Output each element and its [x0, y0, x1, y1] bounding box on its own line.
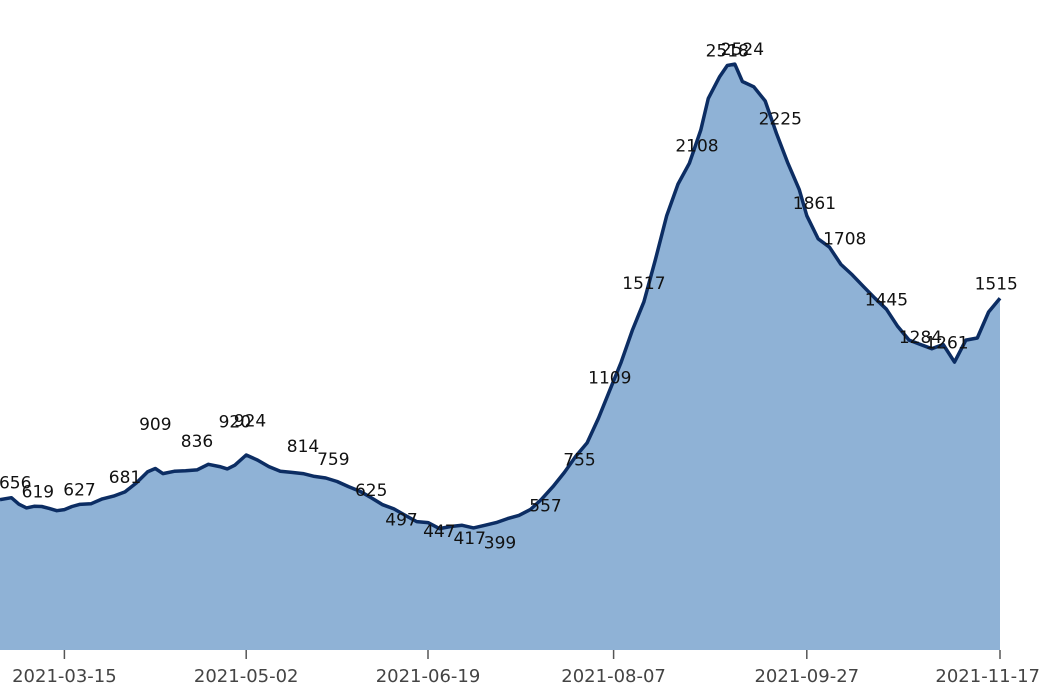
x-tick-label: 2021-08-07	[561, 666, 666, 687]
data-label: 920	[219, 412, 251, 432]
data-label: 1445	[865, 291, 908, 311]
x-tick-label: 2021-11-17	[935, 666, 1040, 687]
data-label: 399	[484, 533, 516, 553]
data-label: 2524	[721, 40, 764, 60]
data-label: 2518	[706, 42, 749, 62]
upper-series-layer	[0, 62, 1002, 651]
data-label: 1109	[588, 369, 631, 389]
data-label: 924	[234, 412, 266, 432]
data-label: 681	[109, 468, 141, 488]
x-tick-label: 2021-06-19	[376, 666, 481, 687]
x-axis: 2021-03-15 2021-05-02 2021-06-19 2021-08-07…	[12, 650, 1040, 687]
data-label: 447	[423, 522, 455, 542]
data-label: 417	[453, 529, 485, 549]
data-label: 759	[317, 450, 349, 470]
data-label: 814	[287, 437, 319, 457]
data-label: 1861	[793, 194, 836, 214]
x-tick-label: 2021-05-02	[194, 666, 299, 687]
data-label: 2225	[759, 110, 802, 130]
data-label: 627	[63, 480, 95, 500]
data-label: 557	[529, 497, 561, 517]
data-label: 755	[563, 451, 595, 471]
upper-series-line	[0, 62, 1002, 531]
data-label: 656	[0, 474, 31, 494]
data-label: 909	[139, 415, 171, 435]
data-label: 836	[181, 432, 213, 452]
data-label: 625	[355, 481, 387, 501]
data-label: 1708	[823, 230, 866, 250]
x-tick-label: 2021-03-15	[12, 666, 117, 687]
data-label: 2108	[675, 137, 718, 157]
data-label: 497	[385, 511, 417, 531]
upper-series-area	[0, 64, 1000, 651]
data-label: 1284	[899, 328, 942, 348]
data-label: 619	[22, 482, 54, 502]
data-label: 1517	[622, 274, 665, 294]
x-tick-label: 2021-09-27	[754, 666, 859, 687]
data-label: 1515	[975, 274, 1018, 294]
data-label: 1261	[925, 333, 968, 353]
